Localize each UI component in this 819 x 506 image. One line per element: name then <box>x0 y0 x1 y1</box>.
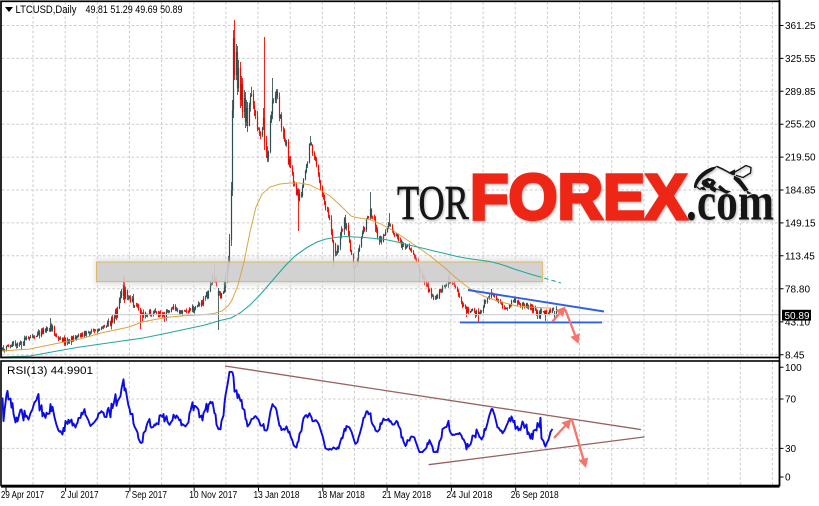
svg-text:RSI(13) 44.9901: RSI(13) 44.9901 <box>7 365 93 377</box>
svg-text:29 Apr 2017: 29 Apr 2017 <box>1 490 44 501</box>
svg-text:LTCUSD,Daily: LTCUSD,Daily <box>16 4 77 16</box>
svg-text:43.10: 43.10 <box>785 317 810 328</box>
svg-text:113.45: 113.45 <box>785 251 815 262</box>
svg-text:FOREX: FOREX <box>470 162 687 234</box>
svg-text:26 Sep 2018: 26 Sep 2018 <box>511 490 559 501</box>
svg-text:78.80: 78.80 <box>785 284 810 295</box>
svg-text:TOR: TOR <box>397 177 469 230</box>
svg-text:13 Jan 2018: 13 Jan 2018 <box>254 490 300 501</box>
svg-text:2 Jul 2017: 2 Jul 2017 <box>61 490 99 501</box>
svg-text:0: 0 <box>785 473 791 484</box>
svg-text:325.55: 325.55 <box>785 54 816 65</box>
svg-text:21 May 2018: 21 May 2018 <box>382 490 431 501</box>
svg-text:219.50: 219.50 <box>785 153 816 164</box>
svg-text:10 Nov 2017: 10 Nov 2017 <box>189 490 237 501</box>
svg-text:.com: .com <box>686 171 774 232</box>
svg-text:149.15: 149.15 <box>785 218 816 229</box>
svg-text:100: 100 <box>785 363 802 374</box>
svg-text:8.45: 8.45 <box>785 350 805 361</box>
svg-text:50.89: 50.89 <box>785 311 810 322</box>
svg-text:49.81 51.29 49.69 50.89: 49.81 51.29 49.69 50.89 <box>86 4 183 16</box>
svg-text:361.25: 361.25 <box>785 21 816 32</box>
svg-text:7 Sep 2017: 7 Sep 2017 <box>125 490 167 501</box>
svg-text:289.85: 289.85 <box>785 87 816 98</box>
svg-text:18 Mar 2018: 18 Mar 2018 <box>318 490 365 501</box>
svg-text:24 Jul 2018: 24 Jul 2018 <box>446 490 492 501</box>
svg-text:70: 70 <box>785 395 797 406</box>
svg-text:184.85: 184.85 <box>785 186 816 197</box>
svg-text:255.20: 255.20 <box>785 120 816 131</box>
svg-text:30: 30 <box>785 444 797 455</box>
